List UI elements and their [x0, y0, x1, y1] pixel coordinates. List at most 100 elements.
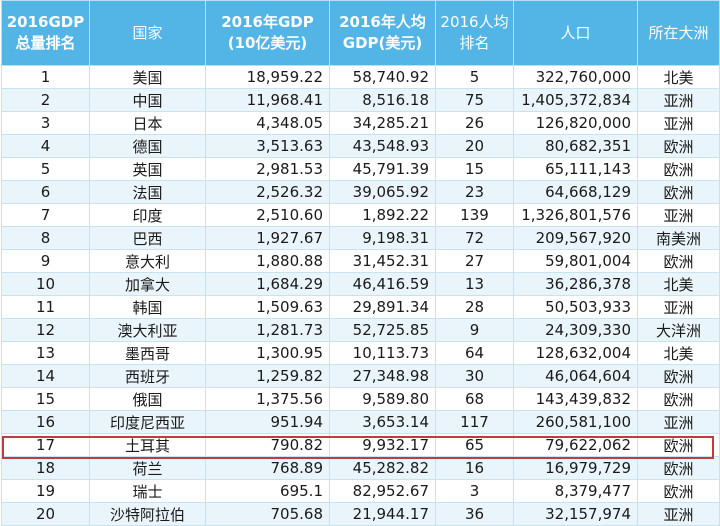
cell-per-capita-rank: 26	[435, 111, 514, 135]
header-row: 2016GDP 总量排名 国家 2016年GDP (10亿美元) 2016年人均…	[1, 0, 720, 66]
cell-country: 瑞士	[89, 479, 206, 503]
cell-gdp: 1,281.73	[205, 318, 330, 342]
cell-country: 西班牙	[89, 364, 206, 388]
cell-population: 36,286,378	[513, 272, 638, 296]
cell-continent: 亚洲	[637, 410, 720, 434]
cell-gdp-rank: 17	[1, 433, 90, 457]
table-row: 14 西班牙 1,259.82 27,348.98 30 46,064,604 欧洲	[1, 364, 720, 388]
cell-gdp-per-capita: 39,065.92	[329, 180, 436, 204]
cell-continent: 亚洲	[637, 111, 720, 135]
table-row: 4 德国 3,513.63 43,548.93 20 80,682,351 欧洲	[1, 134, 720, 158]
header-gdp-rank: 2016GDP 总量排名	[1, 0, 90, 66]
header-gdp-line1: 2016年GDP	[221, 13, 314, 31]
cell-per-capita-rank: 3	[435, 479, 514, 503]
table-row: 7 印度 2,510.60 1,892.22 139 1,326,801,576 亚洲	[1, 203, 720, 227]
cell-gdp: 3,513.63	[205, 134, 330, 158]
cell-continent: 欧洲	[637, 433, 720, 457]
cell-continent: 欧洲	[637, 479, 720, 503]
table-row: 10 加拿大 1,684.29 46,416.59 13 36,286,378 北美	[1, 272, 720, 296]
cell-gdp: 790.82	[205, 433, 330, 457]
cell-gdp-per-capita: 9,932.17	[329, 433, 436, 457]
cell-per-capita-rank: 5	[435, 65, 514, 89]
header-gdp-rank-line1: 2016GDP	[6, 13, 85, 31]
cell-population: 64,668,129	[513, 180, 638, 204]
cell-continent: 欧洲	[637, 387, 720, 411]
header-continent: 所在大洲	[637, 0, 720, 66]
table-row: 13 墨西哥 1,300.95 10,113.73 64 128,632,004 北美	[1, 341, 720, 365]
cell-per-capita-rank: 28	[435, 295, 514, 319]
cell-continent: 亚洲	[637, 203, 720, 227]
cell-gdp: 2,981.53	[205, 157, 330, 181]
table-row: 15 俄国 1,375.56 9,589.80 68 143,439,832 欧洲	[1, 387, 720, 411]
cell-per-capita-rank: 139	[435, 203, 514, 227]
header-population: 人口	[513, 0, 638, 66]
cell-country: 英国	[89, 157, 206, 181]
table-body: 1 美国 18,959.22 58,740.92 5 322,760,000 北美 2 中国 11…	[1, 65, 720, 526]
cell-country: 韩国	[89, 295, 206, 319]
table-header: 2016GDP 总量排名 国家 2016年GDP (10亿美元) 2016年人均…	[1, 0, 720, 66]
cell-country: 加拿大	[89, 272, 206, 296]
cell-country: 德国	[89, 134, 206, 158]
cell-gdp: 1,927.67	[205, 226, 330, 250]
cell-gdp: 1,509.63	[205, 295, 330, 319]
cell-population: 209,567,920	[513, 226, 638, 250]
table-row: 1 美国 18,959.22 58,740.92 5 322,760,000 北美	[1, 65, 720, 89]
cell-population: 260,581,100	[513, 410, 638, 434]
cell-population: 46,064,604	[513, 364, 638, 388]
cell-gdp-per-capita: 27,348.98	[329, 364, 436, 388]
cell-gdp-per-capita: 9,589.80	[329, 387, 436, 411]
cell-population: 24,309,330	[513, 318, 638, 342]
cell-per-capita-rank: 30	[435, 364, 514, 388]
header-gdp-rank-line2: 总量排名	[15, 34, 76, 52]
table-row: 12 澳大利亚 1,281.73 52,725.85 9 24,309,330 大洋洲	[1, 318, 720, 342]
cell-gdp: 1,880.88	[205, 249, 330, 273]
cell-gdp-rank: 11	[1, 295, 90, 319]
header-country-label: 国家	[132, 23, 163, 42]
cell-population: 65,111,143	[513, 157, 638, 181]
header-gdp-per-capita-line1: 2016年人均	[339, 13, 426, 31]
cell-per-capita-rank: 15	[435, 157, 514, 181]
cell-per-capita-rank: 36	[435, 502, 514, 526]
cell-continent: 亚洲	[637, 295, 720, 319]
cell-gdp-rank: 3	[1, 111, 90, 135]
table-row: 5 英国 2,981.53 45,791.39 15 65,111,143 欧洲	[1, 157, 720, 181]
cell-continent: 亚洲	[637, 88, 720, 112]
table-row: 9 意大利 1,880.88 31,452.31 27 59,801,004 欧洲	[1, 249, 720, 273]
cell-continent: 大洋洲	[637, 318, 720, 342]
cell-country: 巴西	[89, 226, 206, 250]
cell-gdp-rank: 1	[1, 65, 90, 89]
cell-country: 土耳其	[89, 433, 206, 457]
cell-gdp-rank: 9	[1, 249, 90, 273]
cell-gdp-per-capita: 1,892.22	[329, 203, 436, 227]
cell-country: 印度尼西亚	[89, 410, 206, 434]
cell-country: 法国	[89, 180, 206, 204]
cell-population: 1,326,801,576	[513, 203, 638, 227]
cell-gdp: 1,375.56	[205, 387, 330, 411]
cell-gdp-per-capita: 29,891.34	[329, 295, 436, 319]
table-row: 6 法国 2,526.32 39,065.92 23 64,668,129 欧洲	[1, 180, 720, 204]
cell-country: 澳大利亚	[89, 318, 206, 342]
cell-continent: 南美洲	[637, 226, 720, 250]
cell-gdp-per-capita: 46,416.59	[329, 272, 436, 296]
cell-per-capita-rank: 117	[435, 410, 514, 434]
cell-gdp-rank: 15	[1, 387, 90, 411]
cell-continent: 亚洲	[637, 502, 720, 526]
cell-gdp-per-capita: 34,285.21	[329, 111, 436, 135]
table-row: 20 沙特阿拉伯 705.68 21,944.17 36 32,157,974 亚洲	[1, 502, 720, 526]
table-row: 17 土耳其 790.82 9,932.17 65 79,622,062 欧洲	[1, 433, 720, 457]
header-gdp: 2016年GDP (10亿美元)	[205, 0, 330, 66]
cell-gdp-rank: 19	[1, 479, 90, 503]
cell-country: 墨西哥	[89, 341, 206, 365]
cell-gdp-per-capita: 58,740.92	[329, 65, 436, 89]
cell-per-capita-rank: 64	[435, 341, 514, 365]
cell-country: 荷兰	[89, 456, 206, 480]
cell-per-capita-rank: 27	[435, 249, 514, 273]
cell-per-capita-rank: 9	[435, 318, 514, 342]
header-population-label: 人口	[560, 23, 591, 42]
cell-gdp: 1,684.29	[205, 272, 330, 296]
cell-country: 意大利	[89, 249, 206, 273]
cell-gdp-rank: 4	[1, 134, 90, 158]
cell-gdp: 2,510.60	[205, 203, 330, 227]
table-row: 19 瑞士 695.1 82,952.67 3 8,379,477 欧洲	[1, 479, 720, 503]
cell-country: 印度	[89, 203, 206, 227]
